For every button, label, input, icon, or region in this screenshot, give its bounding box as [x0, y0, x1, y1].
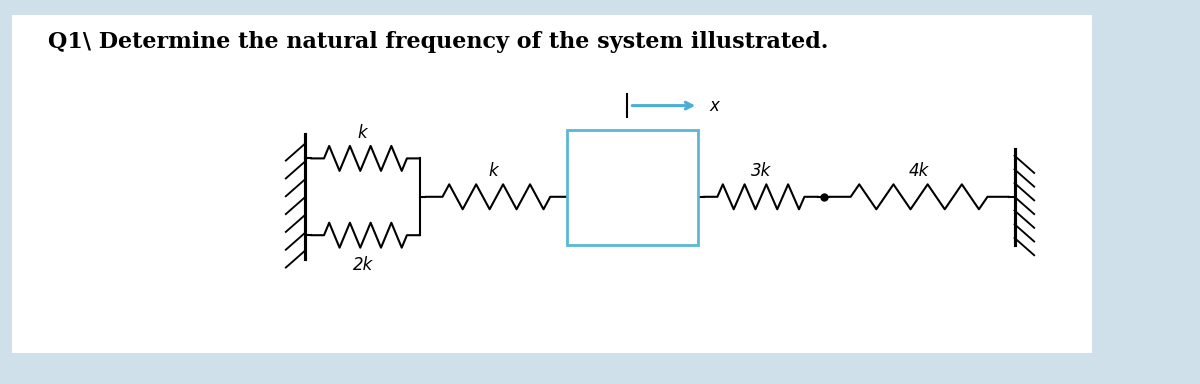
Text: 2k: 2k — [353, 257, 373, 274]
Text: x: x — [709, 97, 719, 114]
Bar — [568, 130, 698, 245]
Text: 3k: 3k — [751, 162, 772, 180]
Text: k: k — [358, 124, 367, 142]
Text: 4k: 4k — [908, 162, 929, 180]
Text: Q1\ Determine the natural frequency of the system illustrated.: Q1\ Determine the natural frequency of t… — [48, 31, 828, 53]
Text: k: k — [488, 162, 498, 180]
